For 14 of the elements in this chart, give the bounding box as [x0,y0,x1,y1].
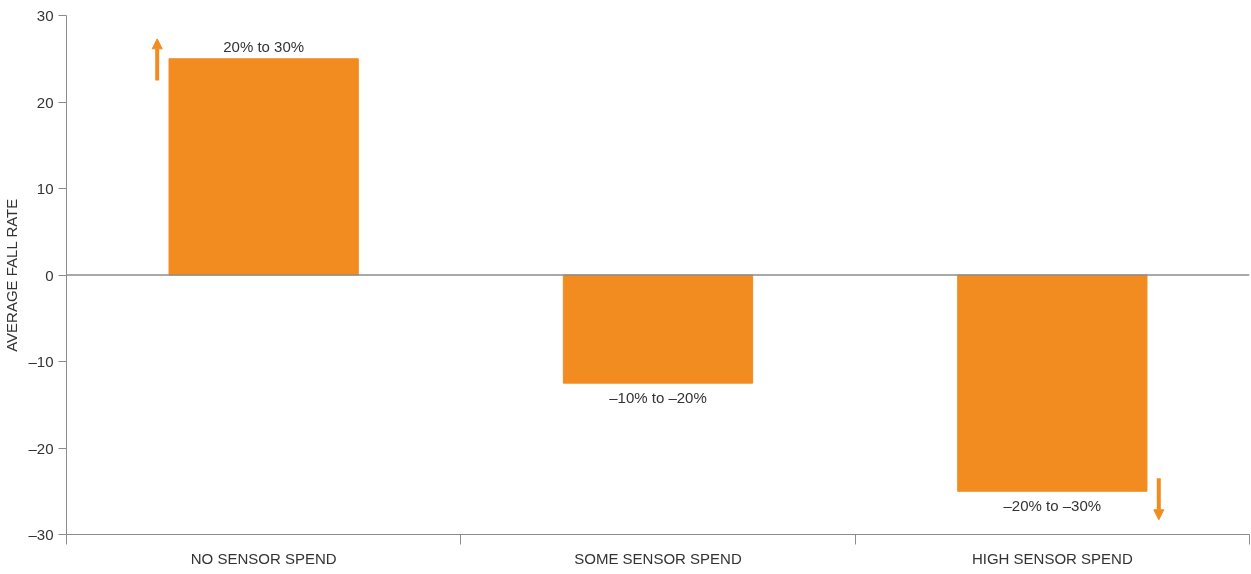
y-axis-title: AVERAGE FALL RATE [3,198,21,352]
x-tick-label: NO SENSOR SPEND [190,549,337,567]
x-tick-label: HIGH SENSOR SPEND [971,549,1133,567]
y-tick-label: 30 [36,7,54,24]
y-tick-label: –20 [28,439,54,457]
annotation: 20% to 30% [223,37,305,55]
y-tick-label: 20 [36,93,54,111]
x-tick-label: SOME SENSOR SPEND [574,549,742,567]
annotation: –10% to –20% [609,389,707,407]
annotation: –20% to –30% [1003,497,1102,515]
y-tick-label: –30 [28,526,54,543]
y-tick-label: –10 [28,353,54,370]
y-tick-label: 10 [36,180,54,197]
y-tick-label: 0 [45,266,54,284]
